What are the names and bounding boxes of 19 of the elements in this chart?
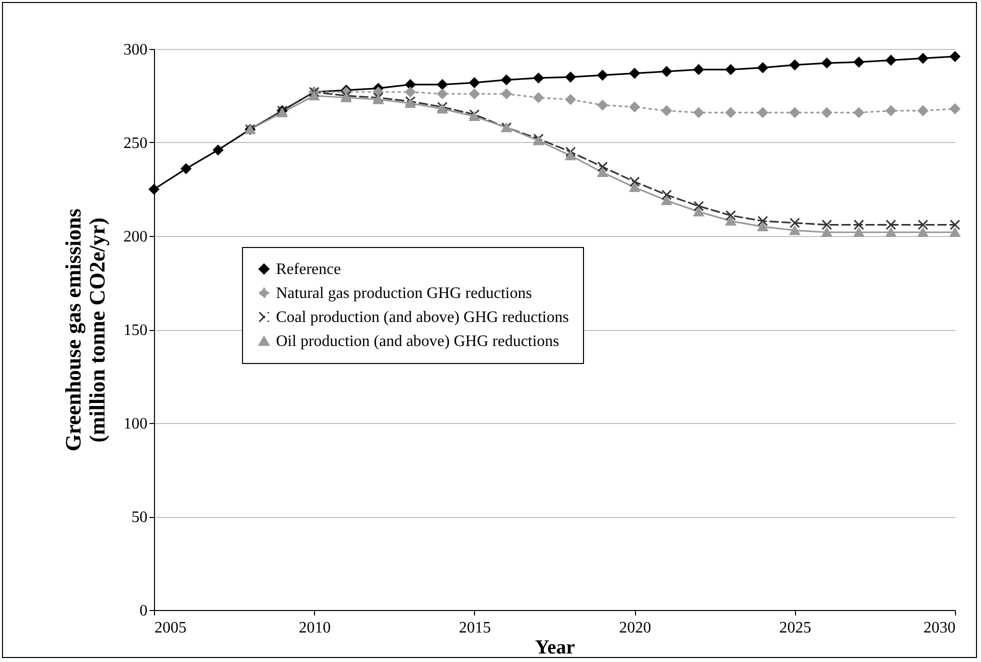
y-tick-label: 0	[140, 602, 148, 620]
legend-label: Reference	[276, 261, 341, 278]
x-tick-label: 2010	[298, 620, 331, 636]
y-tick-label: 150	[124, 322, 148, 339]
legend-label: Oil production (and above) GHG reductions	[276, 333, 560, 350]
x-axis-title: Year	[535, 636, 576, 658]
legend-label: Natural gas production GHG reductions	[276, 285, 532, 302]
y-tick-label: 100	[124, 416, 148, 432]
y-tick-label: 50	[132, 509, 148, 526]
x-tick-label: 2005	[154, 620, 186, 636]
x-tick-label: 2025	[779, 620, 812, 636]
y-tick-label: 250	[124, 135, 148, 152]
legend-label: Coal production (and above) GHG reductions	[276, 309, 569, 326]
y-tick-label: 200	[124, 228, 148, 246]
x-tick-label: 2030	[924, 620, 956, 636]
x-tick-label: 2015	[458, 620, 491, 636]
y-axis-title: Greenhouse gas emissions (million tonne CO2e/yr)	[60, 208, 110, 452]
x-tick-label: 2020	[619, 620, 652, 636]
y-tick-label: 300	[124, 42, 148, 58]
